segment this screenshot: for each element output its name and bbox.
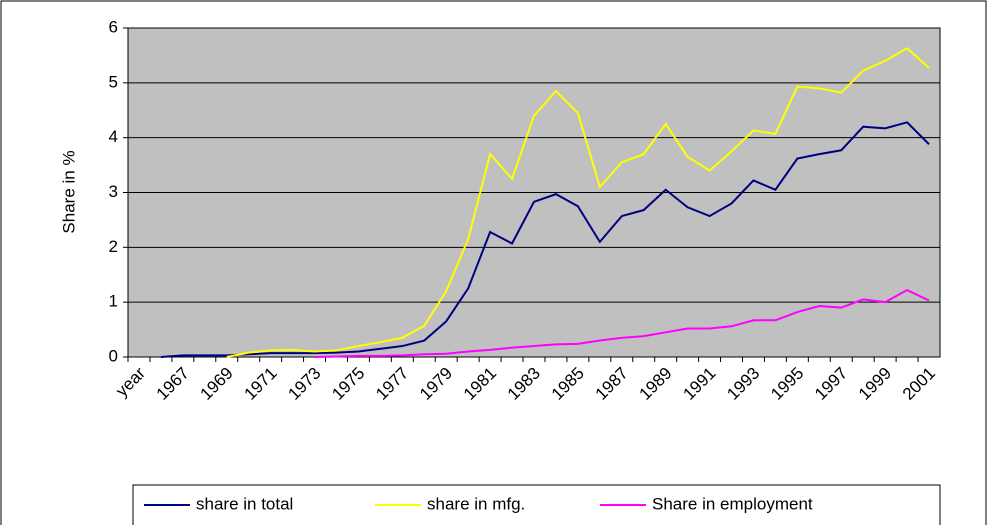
x-tick-label: 1995 — [767, 364, 807, 404]
series-line — [160, 121, 930, 358]
y-tick-label: 0 — [109, 346, 118, 365]
y-axis-label: Share in % — [59, 150, 78, 233]
legend-label: share in mfg. — [427, 494, 525, 513]
y-tick-label: 1 — [109, 292, 118, 311]
y-tick-label: 5 — [109, 72, 118, 91]
legend-label: share in total — [196, 494, 293, 513]
legend-label: Share in employment — [652, 494, 813, 513]
x-tick-label: 1997 — [811, 364, 851, 404]
series-line — [314, 288, 930, 358]
x-tick-label: 1979 — [416, 364, 456, 404]
legend — [132, 484, 941, 525]
x-tick-label: 1983 — [504, 364, 544, 404]
x-tick-label: 1985 — [548, 364, 588, 404]
y-tick-label: 4 — [109, 127, 118, 146]
y-tick-label: 2 — [109, 237, 118, 256]
x-tick-label: 1993 — [723, 364, 763, 404]
x-tick-label: 1977 — [372, 364, 412, 404]
y-tick-label: 6 — [109, 17, 118, 36]
x-tick-label: 1999 — [855, 364, 895, 404]
y-tick-label: 3 — [109, 182, 118, 201]
x-tick-label: 1969 — [197, 364, 237, 404]
x-tick-label: year — [112, 363, 149, 400]
x-tick-label: 1967 — [153, 364, 193, 404]
x-tick-label: 1981 — [460, 364, 500, 404]
x-tick-label: 1975 — [328, 364, 368, 404]
x-tick-label: 1973 — [284, 364, 324, 404]
plot-border — [127, 27, 941, 358]
series-line — [226, 47, 930, 358]
x-tick-label: 1987 — [592, 364, 632, 404]
x-tick-label: 2001 — [899, 364, 939, 404]
x-tick-label: 1989 — [635, 364, 675, 404]
x-tick-label: 1971 — [240, 364, 280, 404]
x-tick-label: 1991 — [679, 364, 719, 404]
